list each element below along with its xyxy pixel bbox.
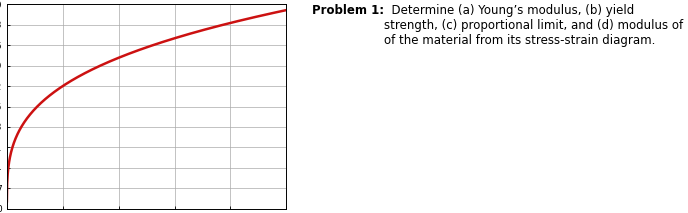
Text: Problem 1:: Problem 1: bbox=[312, 4, 385, 17]
Text: Determine (a) Young’s modulus, (b) yield
strength, (c) proportional limit, and (: Determine (a) Young’s modulus, (b) yield… bbox=[384, 4, 688, 47]
